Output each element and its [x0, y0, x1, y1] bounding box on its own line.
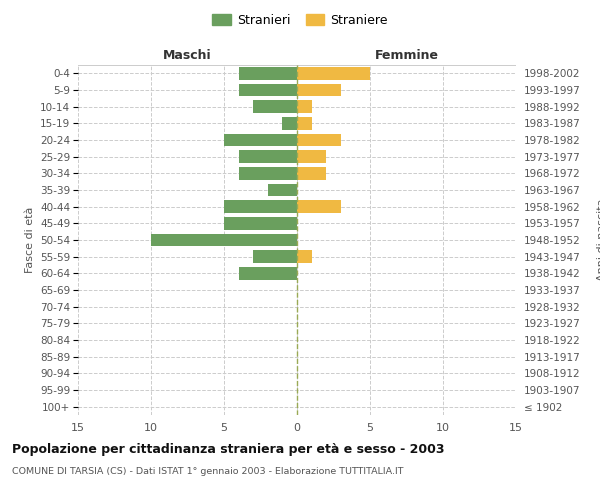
Bar — [297, 250, 311, 263]
Y-axis label: Fasce di età: Fasce di età — [25, 207, 35, 273]
Bar — [297, 167, 326, 179]
Bar — [224, 134, 297, 146]
Bar — [297, 100, 311, 113]
Bar — [239, 167, 297, 179]
Bar — [297, 150, 326, 163]
Text: Femmine: Femmine — [374, 48, 439, 62]
Bar — [151, 234, 297, 246]
Bar — [297, 67, 370, 80]
Bar — [253, 100, 297, 113]
Bar — [268, 184, 297, 196]
Bar — [239, 150, 297, 163]
Bar — [224, 200, 297, 213]
Bar — [297, 117, 311, 130]
Bar — [239, 67, 297, 80]
Y-axis label: Anni di nascita: Anni di nascita — [597, 198, 600, 281]
Bar — [239, 84, 297, 96]
Bar — [239, 267, 297, 280]
Text: Popolazione per cittadinanza straniera per età e sesso - 2003: Popolazione per cittadinanza straniera p… — [12, 442, 445, 456]
Text: COMUNE DI TARSIA (CS) - Dati ISTAT 1° gennaio 2003 - Elaborazione TUTTITALIA.IT: COMUNE DI TARSIA (CS) - Dati ISTAT 1° ge… — [12, 468, 404, 476]
Text: Maschi: Maschi — [163, 48, 212, 62]
Bar — [224, 217, 297, 230]
Bar — [253, 250, 297, 263]
Legend: Stranieri, Straniere: Stranieri, Straniere — [207, 8, 393, 32]
Bar — [297, 84, 341, 96]
Bar — [297, 134, 341, 146]
Bar — [283, 117, 297, 130]
Bar — [297, 200, 341, 213]
